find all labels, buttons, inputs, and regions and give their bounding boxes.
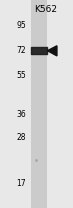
Text: 36: 36: [16, 110, 26, 119]
Text: 17: 17: [17, 179, 26, 188]
Text: 95: 95: [16, 21, 26, 30]
Text: 55: 55: [16, 71, 26, 80]
Text: K562: K562: [34, 5, 57, 14]
Text: 28: 28: [17, 133, 26, 142]
Polygon shape: [47, 46, 57, 56]
Text: 72: 72: [17, 46, 26, 55]
Bar: [31, 0, 47, 208]
